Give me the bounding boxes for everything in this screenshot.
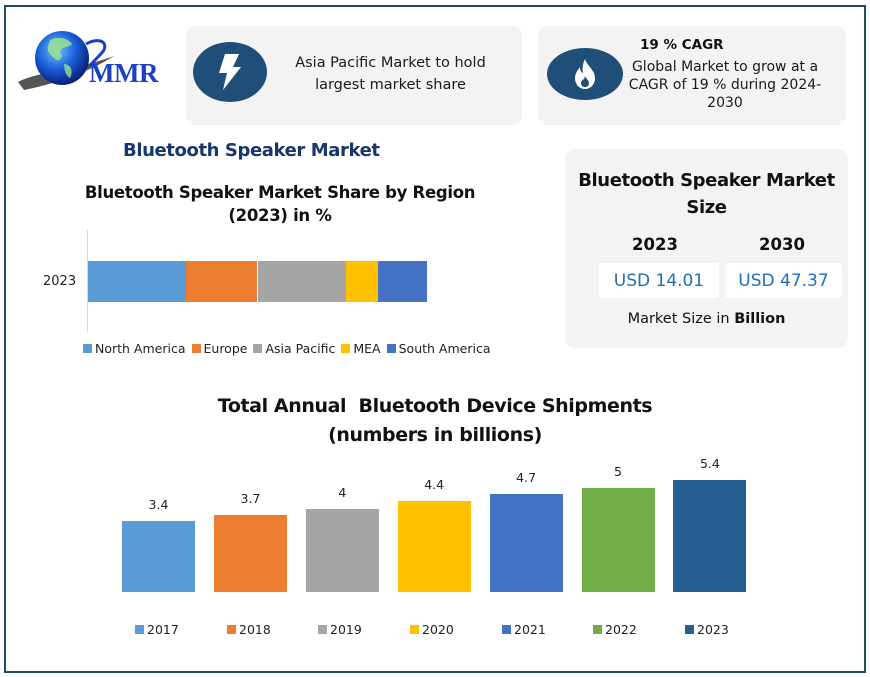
legend-item-mea: MEA [341, 341, 381, 356]
legend-swatch [502, 625, 511, 634]
legend-item-asia-pacific: Asia Pacific [253, 341, 335, 356]
legend-swatch [386, 344, 396, 353]
segment-north-america [88, 261, 187, 302]
region-share-chart-title: Bluetooth Speaker Market Share by Region… [80, 181, 480, 227]
market-size-value-2023: USD 14.01 [599, 263, 719, 298]
cagr-info-line2: CAGR of 19 % during 2024- [628, 77, 822, 93]
legend-item-europe: Europe [191, 341, 248, 356]
legend-swatch [191, 344, 201, 353]
legend-swatch [341, 344, 351, 353]
legend-swatch [318, 625, 327, 634]
data-label-2023: 5.4 [699, 455, 720, 471]
data-label-2017: 3.4 [148, 497, 169, 513]
region-info-text: Asia Pacific Market to hold largest mark… [278, 52, 503, 96]
data-label-2022: 5 [614, 464, 622, 480]
region-share-title-line1: Bluetooth Speaker Market Share by Region [84, 183, 476, 202]
market-size-card: Bluetooth Speaker Market Size 2023 2030 … [565, 149, 848, 348]
shipments-title-line2: (numbers in billions) [328, 424, 542, 446]
unit-note-unit: Billion [734, 311, 786, 327]
legend-label: 2017 [147, 622, 179, 637]
legend-label: 2018 [239, 622, 271, 637]
legend-label: North America [95, 341, 186, 356]
cagr-info-line3: 2030 [707, 95, 743, 111]
legend-swatch [593, 625, 602, 634]
market-size-year-2030: 2030 [759, 235, 805, 254]
legend-swatch [410, 625, 419, 634]
legend-label: MEA [353, 341, 381, 356]
legend-swatch [135, 625, 144, 634]
legend-swatch [253, 344, 263, 353]
legend-label: Europe [203, 341, 248, 356]
data-label-2020: 4.4 [424, 476, 445, 492]
region-share-axis [87, 230, 88, 332]
legend-item-north-america: North America [83, 341, 186, 356]
cagr-icon-badge [547, 48, 623, 100]
legend-label: 2020 [422, 622, 454, 637]
globe-icon [18, 31, 114, 90]
cagr-info-line1: Global Market to grow at a [631, 59, 819, 75]
segment-europe [186, 261, 258, 302]
legend-label: 2022 [605, 622, 637, 637]
segment-south-america [377, 261, 427, 302]
mmr-logo: MMR [16, 26, 176, 96]
segment-mea [345, 261, 378, 302]
cagr-title: 19 % CAGR [640, 37, 724, 53]
unit-note-prefix: Market Size in [627, 311, 735, 327]
market-size-title-line1: Bluetooth Speaker Market [578, 170, 835, 191]
bar-2018 [213, 515, 287, 592]
legend-label: 2021 [514, 622, 546, 637]
legend-label: 2023 [697, 622, 729, 637]
bar-2017 [122, 521, 195, 592]
fire-icon [575, 59, 595, 89]
bar-2021 [489, 494, 563, 592]
legend-swatch [227, 625, 236, 634]
cagr-info-card: 19 % CAGR Global Market to grow at a CAG… [538, 26, 846, 125]
legend-item-2017: 2017 [135, 622, 179, 637]
logo-text: MMR [89, 58, 158, 88]
region-share-title-line2: (2023) in % [228, 206, 332, 225]
lightning-bolt-icon [219, 54, 241, 90]
data-label-2018: 3.7 [240, 491, 261, 507]
region-info-card: Asia Pacific Market to hold largest mark… [186, 26, 522, 125]
legend-item-south-america: South America [386, 341, 491, 356]
legend-item-2020: 2020 [410, 622, 454, 637]
market-size-value-2030: USD 47.37 [725, 263, 842, 298]
legend-label: 2019 [330, 622, 362, 637]
legend-swatch [685, 625, 694, 634]
market-size-year-2023: 2023 [632, 235, 678, 254]
section-title: Bluetooth Speaker Market [123, 140, 380, 161]
region-info-line2: largest market share [315, 77, 466, 93]
legend-item-2018: 2018 [227, 622, 271, 637]
bar-2020 [397, 500, 471, 592]
legend-swatch [83, 344, 92, 353]
data-label-2021: 4.7 [516, 470, 537, 486]
region-share-legend: North America Europe Asia Pacific MEA South … [83, 341, 490, 356]
legend-item-2021: 2021 [502, 622, 546, 637]
region-info-line1: Asia Pacific Market to hold [295, 55, 486, 71]
market-size-unit-note: Market Size in Billion [565, 311, 848, 327]
legend-label: South America [398, 341, 491, 356]
region-icon-badge [193, 42, 267, 102]
region-share-category-label: 2023 [43, 274, 77, 289]
data-label-2019: 4 [338, 485, 347, 500]
cagr-info-text: Global Market to grow at a CAGR of 19 % … [620, 58, 830, 112]
legend-label: Asia Pacific [265, 341, 336, 356]
legend-item-2022: 2022 [593, 622, 637, 637]
outer-frame [4, 5, 866, 673]
bar-2019 [305, 509, 379, 592]
market-size-title: Bluetooth Speaker Market Size [565, 167, 848, 221]
legend-item-2019: 2019 [318, 622, 362, 637]
segment-asia-pacific [257, 261, 346, 302]
shipments-chart-title: Total Annual Bluetooth Device Shipments … [180, 392, 690, 450]
bar-2023 [673, 479, 747, 592]
bar-2022 [581, 488, 655, 592]
shipments-title-line1: Total Annual Bluetooth Device Shipments [217, 395, 653, 417]
market-size-title-line2: Size [686, 197, 727, 218]
legend-item-2023: 2023 [685, 622, 729, 637]
